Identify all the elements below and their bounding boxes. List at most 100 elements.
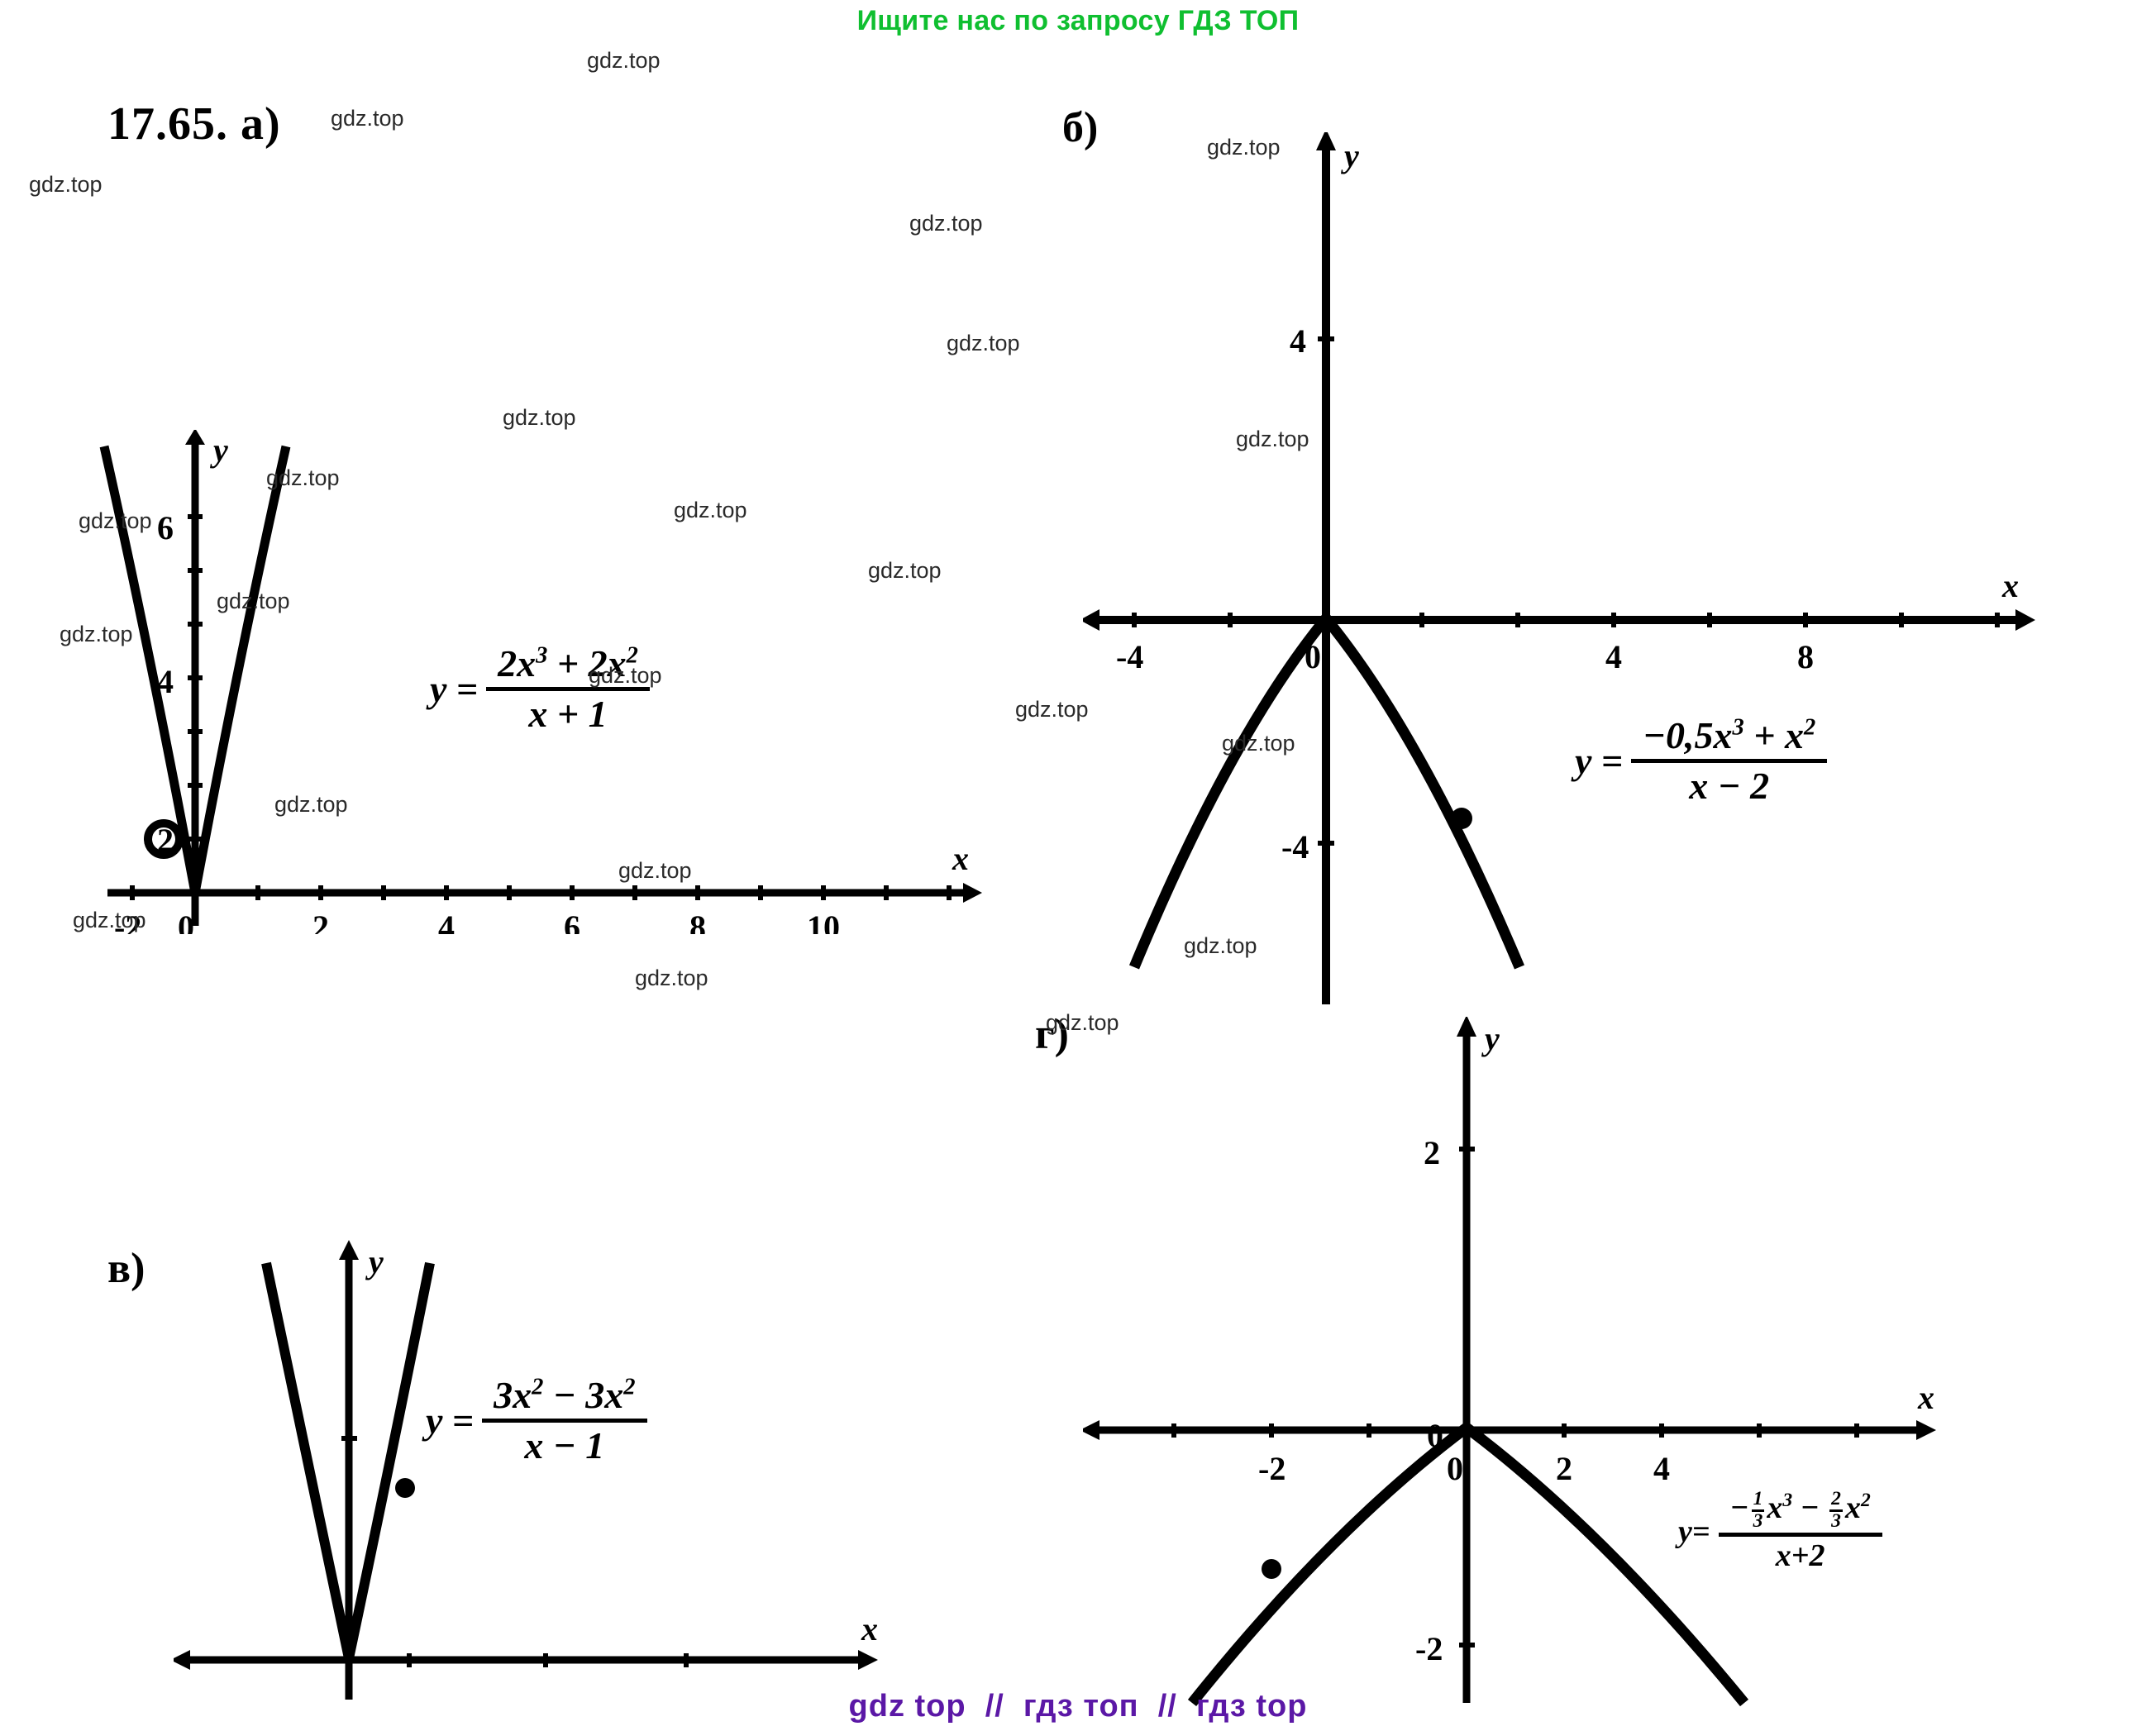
graph-b-curve [1128,609,1524,970]
problem-part-a-label: а) [241,98,281,150]
problem-part-v-label: в) [107,1245,145,1292]
watermark-2: gdz.top [587,48,661,73]
graph-a-xtick-0: 0 [178,908,194,934]
graph-g-xtick-4: 4 [1653,1450,1670,1487]
formula-a: y = 2x3 + 2x2 x + 1 [430,641,650,737]
formula-a-fraction: 2x3 + 2x2 x + 1 [486,641,650,737]
graph-g-curve [1187,1420,1749,1707]
graph-b-ytick--4: -4 [1281,828,1309,866]
formula-b-denominator: x − 2 [1689,764,1770,807]
watermark-15: gdz.top [1015,697,1089,722]
fraction-bar [1718,1533,1882,1538]
watermark-8: gdz.top [266,465,340,490]
graph-g: y x -2 0 2 4 2 0 -2 [1083,1017,1951,1711]
formula-b-lhs: y = [1575,739,1624,782]
graph-b-xtick-0: 0 [1305,638,1321,675]
graph-a-xtick-6: 6 [564,908,580,934]
formula-v-numerator: 3x2 − 3x2 [494,1374,636,1416]
graph-v-x-axis [174,1650,878,1670]
formula-g-numerator: −1 3 x3 − 2 3 x2 [1729,1488,1871,1532]
graph-g-x-axis [1083,1420,1936,1440]
graph-b-x-axis [1083,609,2035,631]
graph-a-xtick-8: 8 [689,908,706,934]
formula-v-lhs: y = [426,1399,475,1442]
graph-v-hole-marker [395,1478,415,1498]
watermark-1: gdz.top [29,172,103,197]
graph-b-y-axis-label: y [1341,137,1359,174]
graph-g-ytick-2: 2 [1424,1134,1440,1171]
graph-a-ytick-4: 4 [157,663,174,700]
formula-v-fraction: 3x2 − 3x2 x − 1 [482,1372,647,1468]
watermark-19: gdz.top [618,858,692,883]
graph-a-xtick--2: -2 [114,908,141,934]
watermark-10: gdz.top [1236,427,1309,451]
formula-g-denominator: x+2 [1775,1538,1825,1574]
formula-a-lhs: y = [430,667,479,710]
graph-b: y x -4 0 4 8 4 -4 [1083,132,2042,1017]
watermark-21: gdz.top [1046,1010,1119,1035]
watermark-12: gdz.top [60,622,133,646]
graph-a-x-axis-label: x [952,840,969,877]
graph-a-xtick-2: 2 [312,908,329,934]
graph-a-y-axis [185,430,205,926]
watermark-4: gdz.top [674,498,747,522]
graph-g-y-axis [1457,1017,1476,1703]
problem-number: 17.65. [107,98,228,150]
watermark-17: gdz.top [274,792,348,817]
footer-promo-text: gdz top // гдз топ // гдз top [848,1689,1308,1724]
formula-v: y = 3x2 − 3x2 x − 1 [426,1372,647,1468]
graph-g-xtick-0: 0 [1447,1450,1463,1487]
formula-g: y= −1 3 x3 − 2 3 x2 x+2 [1678,1488,1882,1576]
fraction-bar [486,686,650,691]
watermark-3: gdz.top [909,211,983,236]
graph-a-ytick-2: 2 [157,822,174,859]
graph-v-curve [261,1261,435,1660]
graph-a-x-axis [107,883,982,903]
graph-g-x-axis-label: x [1917,1379,1934,1416]
fraction-bar [1631,758,1828,763]
graph-a-ytick-6: 6 [157,509,174,546]
formula-b: y = −0,5x3 + x2 x − 2 [1575,713,1828,808]
graph-v-x-axis-label: x [861,1610,878,1648]
watermark-5: gdz.top [947,331,1020,355]
graph-v-y-axis-label: y [365,1243,384,1280]
formula-g-lhs: y= [1678,1514,1710,1549]
formula-g-fraction: −1 3 x3 − 2 3 x2 x+2 [1718,1488,1882,1576]
graph-a-xtick-10: 10 [807,908,840,934]
graph-g-y-axis-label: y [1481,1020,1500,1057]
graph-v-y-axis [339,1240,359,1700]
watermark-13: gdz.top [868,558,942,583]
graph-b-xtick--4: -4 [1116,638,1143,675]
page-title: 17.65. а) [107,98,281,150]
graph-g-ytick--2: -2 [1415,1630,1443,1667]
graph-b-xtick-4: 4 [1605,638,1622,675]
graph-b-ytick-4: 4 [1290,322,1306,360]
formula-b-numerator: −0,5x3 + x2 [1643,714,1816,756]
watermark-6: gdz.top [1207,135,1281,160]
graph-b-y-axis [1316,132,1336,1004]
graph-g-hole-marker [1262,1559,1281,1579]
graph-b-x-axis-label: x [2001,567,2019,604]
fraction-bar [482,1418,647,1423]
header-promo-text: Ищите нас по запросу ГДЗ ТОП [856,5,1300,36]
watermark-7: gdz.top [503,405,576,430]
formula-b-fraction: −0,5x3 + x2 x − 2 [1631,713,1828,808]
formula-a-numerator: 2x3 + 2x2 [498,642,638,684]
formula-a-denominator: x + 1 [528,692,608,735]
graph-v: y x [174,1240,901,1703]
formula-v-denominator: x − 1 [524,1423,605,1466]
watermark-11: gdz.top [217,589,290,613]
graph-b-hole-marker [1451,808,1472,829]
watermark-18: gdz.top [73,908,146,932]
graph-g-xtick-2: 2 [1556,1450,1572,1487]
watermark-0: gdz.top [331,106,404,131]
graph-g-xtick--2: -2 [1258,1450,1285,1487]
graph-a-curve [99,445,291,894]
problem-part-g-label: г) [1035,1011,1069,1058]
graph-a-hole-marker [144,819,184,859]
graph-a-xtick-4: 4 [438,908,455,934]
watermark-14: gdz.top [589,663,662,688]
problem-part-b-label: б) [1062,104,1099,151]
watermark-22: gdz.top [1184,933,1257,958]
